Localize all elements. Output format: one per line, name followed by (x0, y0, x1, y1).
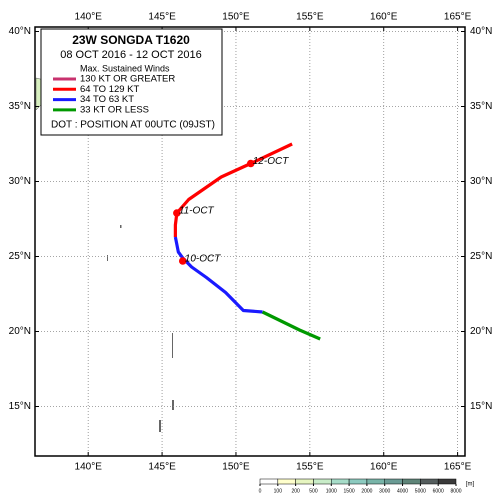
y-tick-label: 20°N (9, 326, 31, 337)
position-dot (173, 209, 181, 217)
legend-label: 33 KT OR LESS (80, 104, 149, 115)
island (172, 333, 173, 358)
legend-label: 64 TO 129 KT (80, 84, 140, 95)
island (172, 400, 174, 410)
colorbar-label: 100 (274, 488, 283, 494)
y-tick-label: 30°N (470, 176, 492, 187)
colorbar-label: 1500 (344, 488, 355, 494)
y-tick-label: 15°N (470, 401, 492, 412)
plot-layer: 140°E 140°E 145°E 145°E 150°E 150°E 155°E 155°E… (9, 12, 493, 473)
colorbar-label: 0 (259, 488, 262, 494)
colorbar-swatch (384, 478, 403, 485)
colorbar-label: 5000 (415, 488, 426, 494)
y-tick-label: 20°N (470, 326, 492, 337)
x-tick-label: 155°E (296, 462, 324, 473)
colorbar-label: 3000 (379, 488, 390, 494)
colorbar-swatch (366, 478, 385, 485)
colorbar-swatch (313, 478, 332, 485)
colorbar-swatch (348, 478, 368, 485)
x-tick-label: 160°E (370, 12, 398, 23)
x-tick-label: 160°E (370, 462, 398, 473)
y-tick-label: 35°N (470, 101, 492, 112)
island (159, 420, 161, 432)
y-tick-label: 40°N (9, 26, 31, 37)
x-tick-label: 165°E (444, 462, 472, 473)
colorbar-label: 8000 (450, 488, 461, 494)
island (107, 255, 108, 261)
legend-label: 34 TO 63 KT (80, 94, 134, 105)
x-tick-label: 150°E (222, 462, 250, 473)
colorbar-swatch (277, 478, 296, 485)
colorbar-label: 200 (291, 488, 300, 494)
track (173, 236, 263, 314)
subtitle: 08 OCT 2016 - 12 OCT 2016 (60, 49, 201, 61)
colorbar-label: 4000 (397, 488, 408, 494)
title: 23W SONGDA T1620 (72, 33, 190, 47)
position-label: 11-OCT (179, 206, 215, 217)
y-tick-label: 30°N (9, 176, 31, 187)
x-tick-label: 150°E (222, 12, 250, 23)
colorbar-swatch (437, 478, 457, 485)
x-tick-label: 165°E (444, 12, 472, 23)
y-tick-label: 15°N (9, 401, 31, 412)
legend-label: 130 KT OR GREATER (80, 74, 175, 85)
colorbar-swatch (295, 478, 314, 485)
y-tick-label: 35°N (9, 101, 31, 112)
island (120, 225, 122, 228)
position-label: 10-OCT (185, 254, 221, 265)
track (261, 310, 321, 341)
islands (107, 225, 174, 432)
x-tick-label: 140°E (75, 462, 103, 473)
colorbar-swatch (259, 478, 279, 485)
colorbar-unit: [m] (466, 482, 475, 488)
position-dot (246, 159, 255, 168)
y-tick-label: 40°N (470, 26, 492, 37)
legend-box (40, 28, 223, 136)
colorbar-swatch (331, 478, 350, 485)
y-tick-label: 25°N (9, 251, 31, 262)
colorbar-swatch (420, 478, 439, 485)
colorbar-label: 2000 (361, 488, 372, 494)
colorbar-label: 1000 (326, 488, 337, 494)
x-tick-label: 140°E (75, 12, 103, 23)
colorbar-label: 500 (309, 488, 318, 494)
position-dot (178, 257, 187, 265)
x-tick-label: 145°E (148, 12, 176, 23)
colorbar-label: 6000 (433, 488, 444, 494)
y-tick-label: 25°N (470, 251, 492, 262)
note: DOT : POSITION AT 00UTC (09JST) (51, 120, 215, 131)
legend-title: Max. Sustained Winds (80, 63, 170, 73)
colorbar: 0 100 200 500 1000 1500 2000 3000 4000 5000 6000 80… (259, 478, 475, 494)
x-tick-label: 145°E (148, 462, 176, 473)
position-label: 12-OCT (253, 156, 289, 167)
x-tick-label: 155°E (296, 12, 324, 23)
colorbar-swatch (402, 478, 421, 485)
